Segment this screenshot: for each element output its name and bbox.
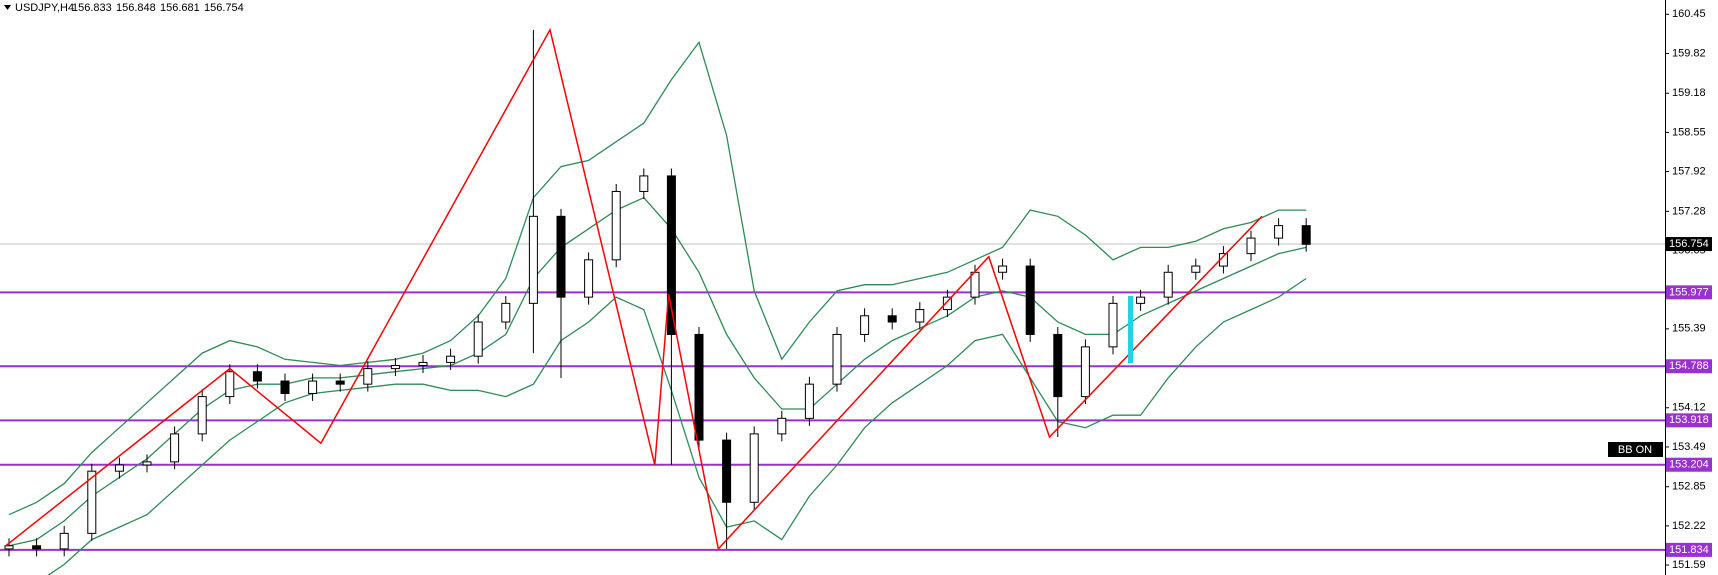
signal-marker: [1128, 296, 1133, 363]
plot-area: [0, 27, 1665, 575]
candle-body: [1136, 296, 1146, 304]
candle-body: [4, 545, 14, 550]
level-label: 153.204: [1669, 459, 1709, 471]
bollinger-lower: [47, 277, 1307, 575]
y-tick-label: 160.45: [1672, 8, 1706, 20]
candle-body: [887, 315, 897, 323]
candle-body: [777, 417, 787, 435]
candle-body: [970, 271, 980, 298]
candle-body: [639, 175, 649, 192]
candle-body: [418, 361, 428, 367]
candle-body: [363, 368, 373, 385]
candle-body: [611, 190, 621, 261]
candle-body: [308, 380, 318, 394]
header-value: 156.833: [72, 2, 112, 14]
y-tick-label: 152.22: [1672, 520, 1706, 532]
candle-body: [1191, 265, 1201, 273]
candle-body: [942, 296, 952, 311]
candle-body: [1080, 346, 1090, 398]
y-tick-label: 159.18: [1672, 87, 1706, 99]
candle-body: [114, 464, 124, 472]
candle-body: [1053, 333, 1063, 398]
level-label-bg: [1666, 457, 1712, 472]
level-label-bg: [1666, 413, 1712, 428]
level-label: 153.918: [1669, 414, 1709, 426]
header-value: 156.681: [160, 2, 200, 14]
candle-body: [280, 380, 290, 394]
candle-body: [1274, 225, 1284, 239]
candle-body: [722, 439, 732, 503]
indicator-label: BB ON: [1618, 444, 1652, 456]
candle-body: [666, 175, 676, 335]
candle-body: [749, 433, 759, 503]
candle-body: [142, 461, 152, 466]
candle-body: [501, 302, 511, 323]
candle-body: [170, 433, 180, 463]
header-value: 156.848: [116, 2, 156, 14]
candle-body: [390, 365, 400, 370]
y-tick-label: 158.55: [1672, 126, 1706, 138]
candle-body: [59, 532, 69, 550]
candle-body: [528, 215, 538, 304]
chart-title: USDJPY,H4: [15, 2, 74, 14]
y-tick-label: 159.82: [1672, 47, 1706, 59]
level-label-bg: [1666, 285, 1712, 300]
candle-body: [32, 545, 42, 550]
candle-body: [1163, 271, 1173, 298]
candle-body: [252, 371, 262, 382]
candle-body: [335, 380, 345, 385]
candle-body: [860, 315, 870, 335]
level-label-bg: [1666, 542, 1712, 557]
menu-triangle[interactable]: [4, 5, 11, 10]
candle-body: [1108, 302, 1118, 348]
axis-labels: 160.45 159.82 159.18 158.55 157.92 157.28 156.…: [1608, 8, 1712, 571]
y-tick-label: 151.59: [1672, 559, 1706, 571]
level-label: 154.788: [1669, 360, 1709, 372]
level-label: 151.834: [1669, 544, 1709, 556]
y-tick-label: 157.92: [1672, 165, 1706, 177]
y-tick-label: 154.12: [1672, 402, 1706, 414]
candle-body: [998, 265, 1008, 273]
y-tick-label: 153.49: [1672, 441, 1706, 453]
candle-body: [225, 371, 235, 398]
candle-body: [804, 383, 814, 419]
header-values: 156.833 156.848 156.681 156.754: [72, 2, 244, 14]
zigzag: [5, 27, 1263, 551]
candle-body: [473, 321, 483, 357]
candle-body: [1246, 237, 1256, 255]
level-label: 155.977: [1669, 286, 1709, 298]
candle-body: [832, 333, 842, 385]
candle-body: [87, 470, 97, 534]
price-label-bg: [1666, 237, 1712, 252]
bollinger-upper: [8, 40, 1307, 516]
price-label: 156.754: [1669, 238, 1709, 250]
candle-body: [556, 215, 566, 298]
candle-body: [1301, 225, 1311, 245]
bollinger-middle: [8, 196, 1307, 547]
candle-body: [584, 259, 594, 298]
y-tick-label: 157.28: [1672, 205, 1706, 217]
indicator-bg: [1608, 442, 1663, 457]
level-label-bg: [1666, 359, 1712, 374]
candle-body: [1025, 265, 1035, 335]
candle-body: [915, 309, 925, 323]
header-value: 156.754: [204, 2, 244, 14]
y-tick-label: 152.85: [1672, 481, 1706, 493]
candle-body: [694, 333, 704, 441]
candle-body: [446, 355, 456, 363]
candle-body: [197, 396, 207, 435]
y-tick-label: 155.39: [1672, 323, 1706, 335]
